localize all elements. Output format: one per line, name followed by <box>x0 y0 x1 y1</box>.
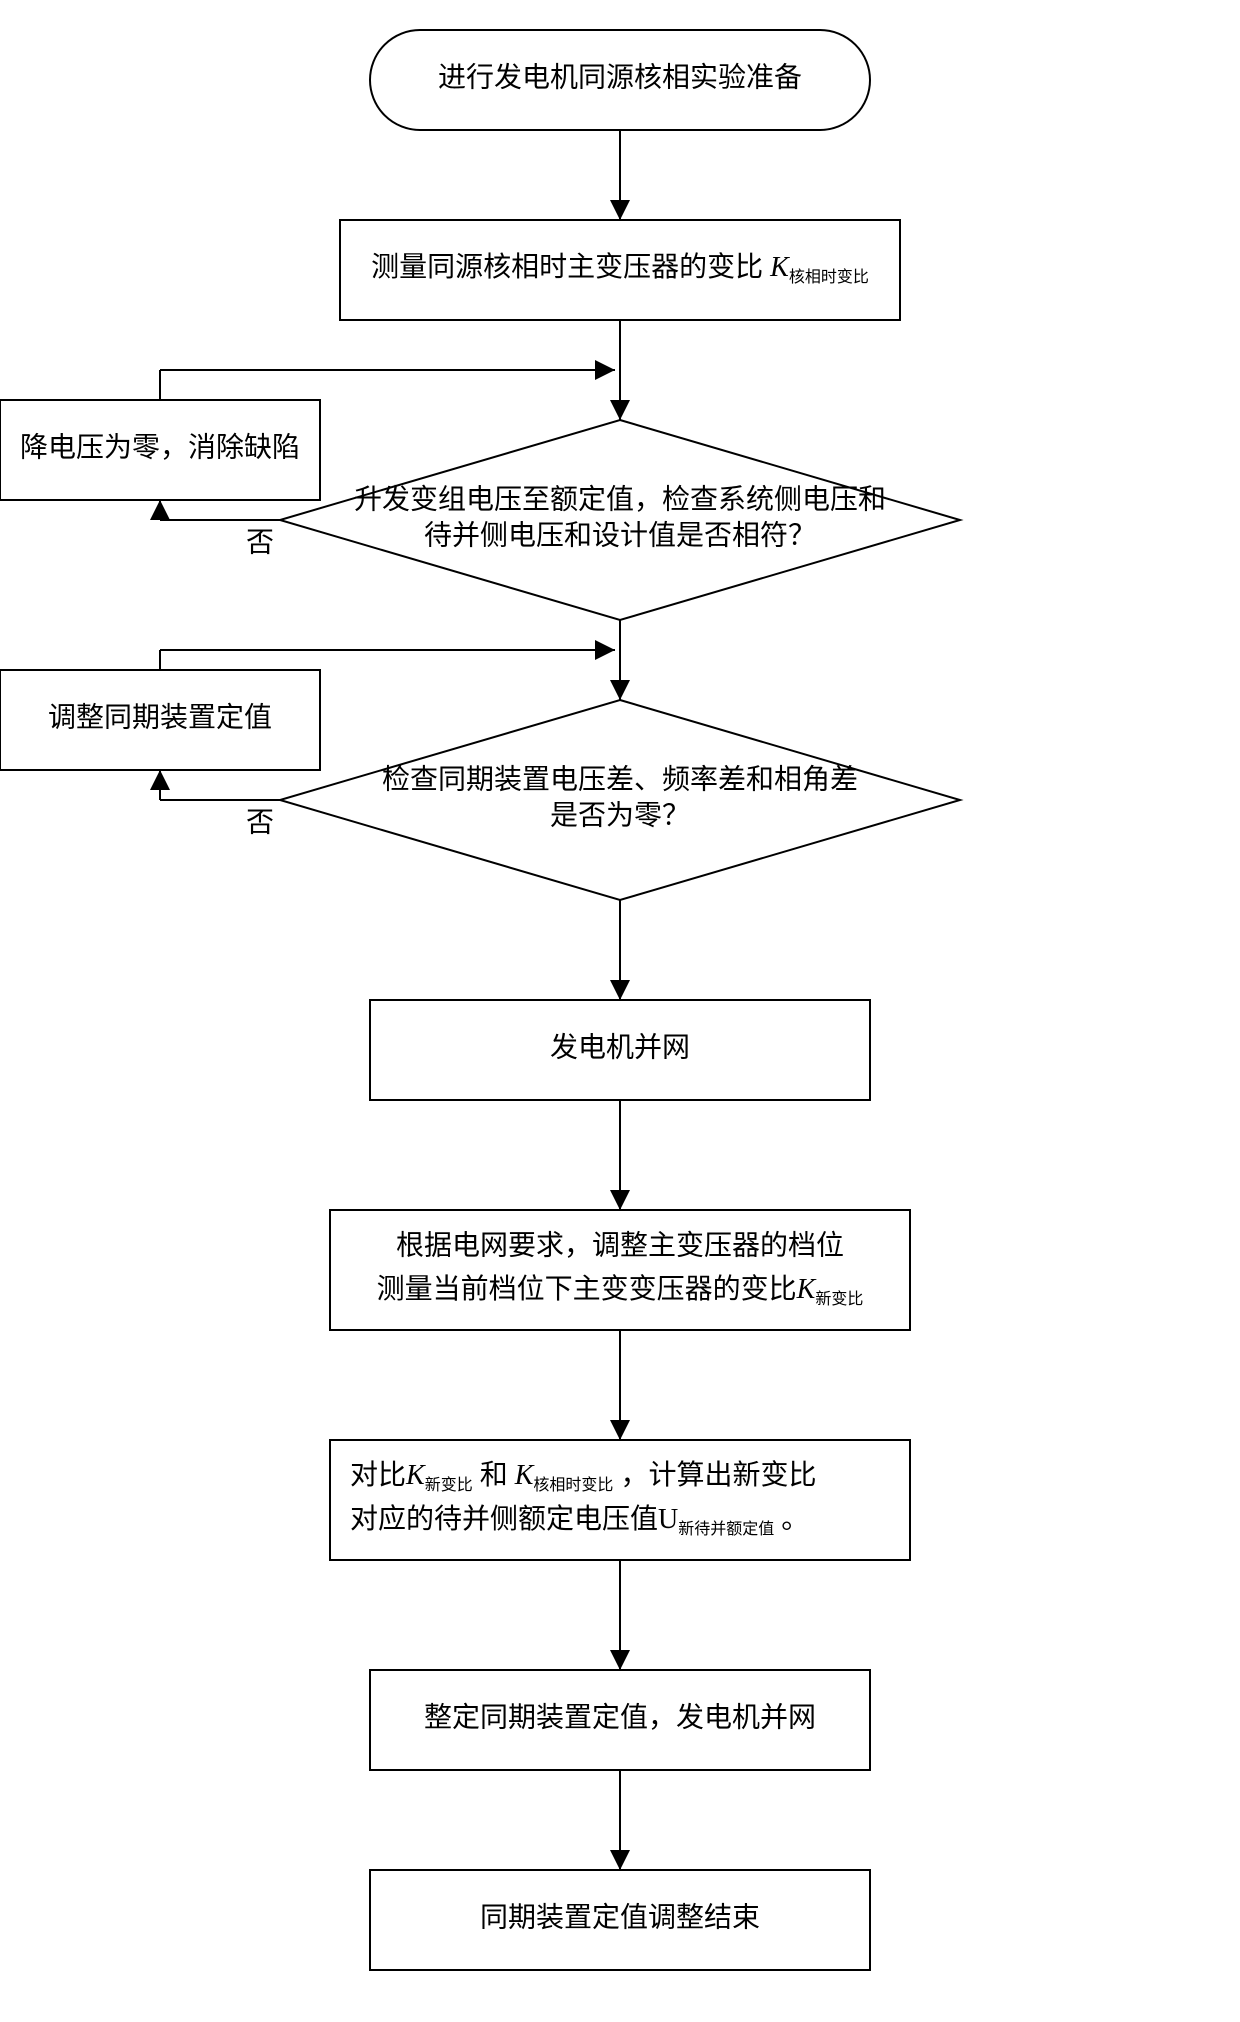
svg-text:否: 否 <box>246 527 274 558</box>
svg-text:测量当前档位下主变变压器的变比K新变比: 测量当前档位下主变变压器的变比K新变比 <box>377 1273 864 1307</box>
node-adjust_tap: 测量当前档位下主变变压器的变比K新变比 <box>330 1210 910 1330</box>
svg-text:同期装置定值调整结束: 同期装置定值调整结束 <box>480 1901 760 1933</box>
svg-text:否: 否 <box>246 807 274 838</box>
svg-text:升发变组电压至额定值，检查系统侧电压和: 升发变组电压至额定值，检查系统侧电压和 <box>354 483 886 515</box>
svg-text:调整同期装置定值: 调整同期装置定值 <box>48 701 272 733</box>
svg-text:是否为零？: 是否为零？ <box>550 799 690 831</box>
svg-text:对比K新变比 和 K核相时变比 ，计算出新变比: 对比K新变比 和 K核相时变比 ，计算出新变比 <box>350 1459 816 1493</box>
svg-text:待并侧电压和设计值是否相符？: 待并侧电压和设计值是否相符？ <box>424 519 816 551</box>
svg-text:测量同源核相时主变压器的变比 K核相时变比: 测量同源核相时主变压器的变比 K核相时变比 <box>371 251 869 285</box>
svg-text:降电压为零，消除缺陷: 降电压为零，消除缺陷 <box>20 431 300 463</box>
svg-text:进行发电机同源核相实验准备: 进行发电机同源核相实验准备 <box>438 61 802 93</box>
svg-text:检查同期装置电压差、频率差和相角差: 检查同期装置电压差、频率差和相角差 <box>382 763 858 795</box>
svg-text:发电机并网: 发电机并网 <box>550 1031 690 1063</box>
node-compare: 对比K新变比 和 K核相时变比 ，计算出新变比对应的待并侧额定电压值U新待并额定… <box>330 1440 910 1560</box>
svg-text:根据电网要求，调整主变压器的档位: 根据电网要求，调整主变压器的档位 <box>396 1229 844 1261</box>
node-measure_k: 测量同源核相时主变压器的变比 K核相时变比 <box>340 220 900 320</box>
flowchart-canvas: 进行发电机同源核相实验准备测量同源核相时主变压器的变比 K核相时变比降电压为零，… <box>0 0 1240 2022</box>
svg-text:整定同期装置定值，发电机并网: 整定同期装置定值，发电机并网 <box>424 1701 816 1733</box>
svg-text:对应的待并侧额定电压值U新待并额定值 。: 对应的待并侧额定电压值U新待并额定值 。 <box>350 1503 809 1537</box>
